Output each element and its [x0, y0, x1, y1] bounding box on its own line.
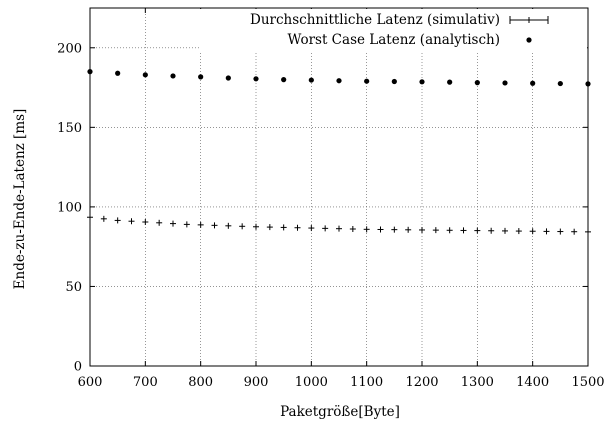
grid-lines [90, 8, 588, 366]
point-simulativ [391, 226, 398, 233]
point-simulativ [225, 222, 232, 229]
x-tick-label: 1500 [571, 375, 604, 390]
point-analytisch [281, 77, 287, 83]
point-simulativ [183, 221, 190, 228]
axis-ticks [89, 8, 589, 367]
point-simulativ [432, 227, 439, 234]
x-tick-label: 1300 [461, 375, 494, 390]
legend-entry-analytisch: Worst Case Latenz (analytisch) [288, 32, 532, 48]
point-analytisch [142, 72, 148, 78]
point-analytisch [419, 79, 425, 85]
point-simulativ [571, 228, 578, 235]
x-tick-label: 900 [244, 375, 269, 390]
point-simulativ [280, 224, 287, 231]
point-simulativ [349, 226, 356, 233]
x-tick-label: 700 [133, 375, 158, 390]
x-axis-title: Paketgröße[Byte] [280, 404, 400, 420]
point-simulativ [156, 219, 163, 226]
series-analytisch [87, 69, 591, 87]
point-simulativ [142, 219, 149, 226]
point-analytisch [474, 80, 480, 86]
point-simulativ [239, 223, 246, 230]
legend-symbol-dot [526, 37, 532, 43]
tick-labels: 600 700 800 900 1000 1100 1200 1300 1400 1500 0 50 1… [57, 41, 604, 390]
y-tick-label: 50 [65, 280, 82, 295]
point-analytisch [308, 77, 314, 83]
y-tick-label: 150 [57, 121, 82, 136]
series-simulativ [87, 214, 591, 235]
point-simulativ [529, 228, 536, 235]
x-tick-label: 1400 [516, 375, 549, 390]
point-simulativ [543, 228, 550, 235]
legend-entry-simulativ: Durchschnittliche Latenz (simulativ) [250, 12, 549, 28]
point-analytisch [502, 80, 508, 86]
point-analytisch [336, 78, 342, 84]
point-simulativ [515, 228, 522, 235]
point-analytisch [364, 78, 370, 84]
point-analytisch [530, 80, 536, 86]
point-simulativ [170, 220, 176, 227]
legend: Durchschnittliche Latenz (simulativ) Wor… [200, 9, 587, 51]
point-analytisch [557, 80, 563, 87]
point-simulativ [308, 225, 315, 232]
point-simulativ [322, 225, 329, 232]
x-tick-label: 1100 [350, 375, 383, 390]
point-simulativ [363, 226, 370, 233]
point-simulativ [419, 226, 425, 233]
legend-dot [526, 37, 532, 43]
point-simulativ [336, 225, 342, 232]
point-simulativ [253, 223, 259, 230]
point-simulativ [460, 227, 467, 234]
point-analytisch [115, 70, 121, 76]
point-simulativ [197, 221, 204, 228]
point-simulativ [377, 226, 384, 233]
point-analytisch [198, 74, 204, 80]
point-analytisch [447, 79, 453, 85]
x-tick-label: 1000 [295, 375, 328, 390]
x-tick-label: 600 [78, 375, 103, 390]
legend-label-analytisch: Worst Case Latenz (analytisch) [288, 32, 501, 48]
y-tick-label: 200 [57, 41, 82, 56]
legend-symbol-errorbar [509, 16, 549, 24]
point-analytisch [225, 75, 231, 81]
point-simulativ [446, 227, 453, 234]
point-simulativ [266, 224, 273, 231]
point-analytisch [391, 78, 397, 85]
plot-frame [89, 7, 589, 367]
x-tick-label: 800 [188, 375, 213, 390]
point-simulativ [557, 228, 564, 235]
point-analytisch [170, 73, 176, 79]
point-simulativ [405, 226, 412, 233]
point-simulativ [294, 224, 301, 231]
point-analytisch [253, 76, 259, 82]
point-simulativ [114, 217, 121, 224]
point-simulativ [488, 227, 495, 234]
y-tick-label: 0 [74, 360, 82, 375]
y-axis-title: Ende-zu-Ende-Latenz [ms] [12, 109, 28, 290]
point-simulativ [502, 227, 508, 234]
data-series [87, 69, 591, 235]
x-tick-label: 1200 [405, 375, 438, 390]
legend-label-simulativ: Durchschnittliche Latenz (simulativ) [250, 12, 500, 28]
point-simulativ [211, 222, 218, 229]
point-simulativ [100, 215, 107, 222]
legend-background [200, 9, 587, 51]
y-tick-label: 100 [57, 200, 82, 215]
point-simulativ [128, 218, 135, 225]
point-simulativ [474, 227, 481, 234]
